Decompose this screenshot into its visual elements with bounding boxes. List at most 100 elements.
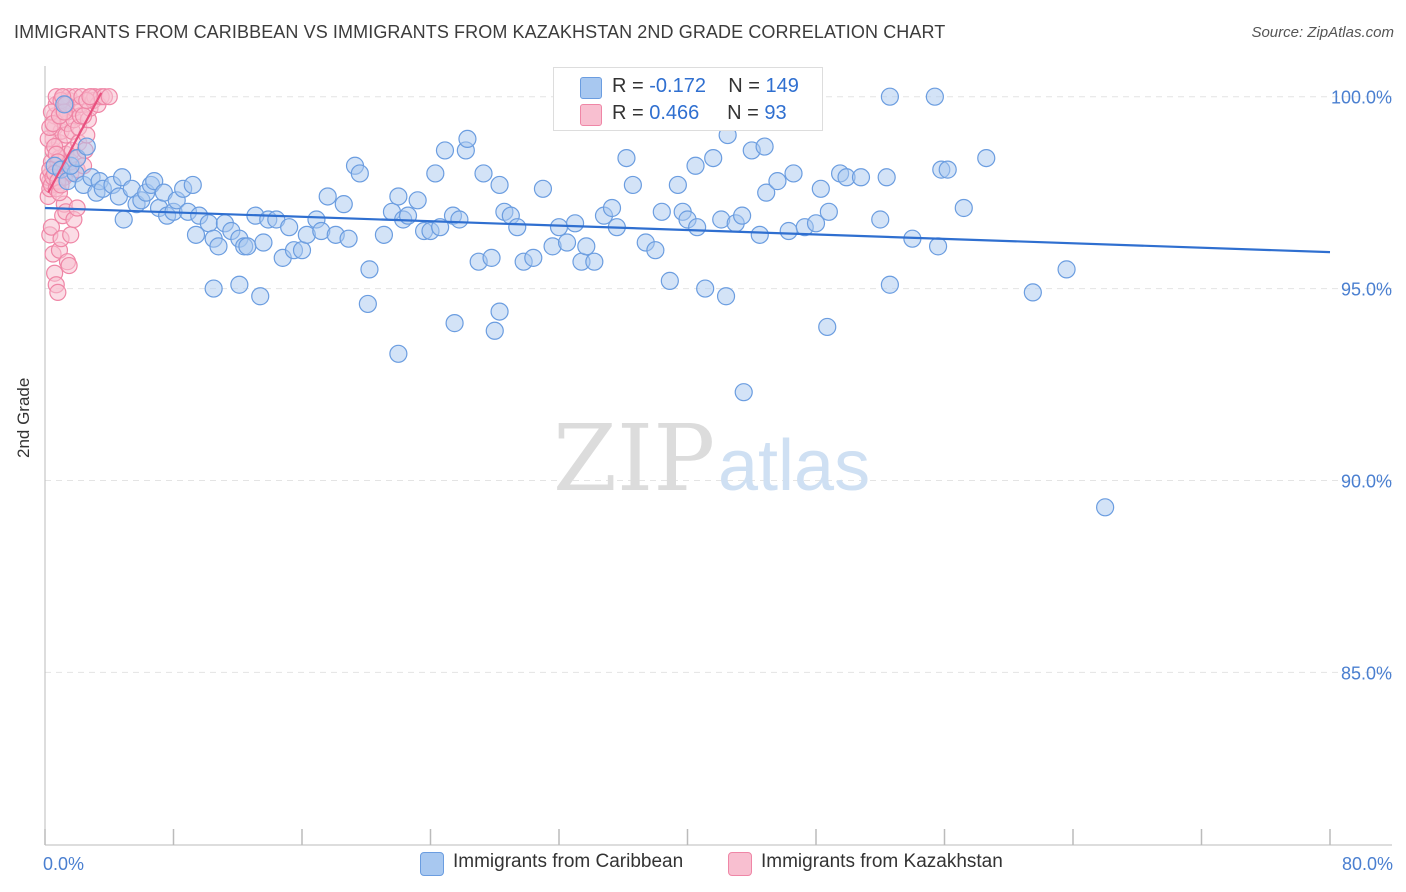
kazakhstan-point (49, 283, 67, 302)
caribbean-point (818, 317, 837, 337)
x-tick-label: 80.0% (1342, 854, 1393, 874)
caribbean-point (445, 314, 464, 333)
caribbean-point (254, 233, 273, 252)
y-tick-label: 85.0% (1341, 663, 1392, 683)
chart-title: IMMIGRANTS FROM CARIBBEAN VS IMMIGRANTS … (14, 22, 946, 42)
legend-r-label: R = (612, 102, 650, 124)
kazakhstan-point (100, 88, 118, 106)
caribbean-point (696, 279, 715, 298)
caribbean-point (77, 137, 96, 156)
caribbean-point (114, 210, 133, 229)
caribbean-point (668, 175, 687, 195)
x-tick-label: 0.0% (43, 854, 84, 874)
caribbean-point (704, 148, 723, 168)
caribbean-point (577, 237, 596, 256)
legend-n-label: N = (727, 102, 765, 124)
caribbean-point (623, 175, 642, 195)
caribbean-point (251, 287, 270, 306)
caribbean-point (350, 164, 369, 183)
caribbean-point (660, 271, 679, 290)
caribbean-point (585, 252, 604, 271)
watermark: ZIP atlas (553, 405, 870, 512)
caribbean-point (1057, 260, 1076, 279)
caribbean-point (716, 287, 736, 306)
legend-r-value: -0.172 (649, 75, 706, 97)
caribbean-point (474, 164, 493, 183)
caribbean-trend-line (44, 206, 1331, 254)
kazakhstan-trend-line (47, 92, 103, 194)
caribbean-point (928, 237, 948, 256)
caribbean-point (408, 191, 427, 210)
caribbean-point (819, 202, 838, 221)
caribbean-point (435, 141, 455, 160)
caribbean-point (334, 195, 353, 214)
caribbean-point (806, 214, 826, 233)
kazakhstan-point (62, 226, 80, 244)
caribbean-point (954, 198, 973, 218)
caribbean-swatch (580, 77, 602, 99)
caribbean-point (750, 225, 769, 244)
caribbean-point (779, 221, 798, 241)
watermark-zip: ZIP (553, 405, 715, 512)
y-tick-label: 90.0% (1341, 471, 1392, 491)
caribbean-point (646, 241, 665, 260)
caribbean-point (450, 210, 469, 229)
caribbean-point (1023, 283, 1042, 302)
caribbean-point (549, 218, 569, 237)
caribbean-point (431, 218, 450, 237)
caribbean-point (686, 156, 705, 175)
caribbean-point (490, 302, 509, 321)
caribbean-point (925, 87, 944, 106)
legend-n-value: 149 (765, 75, 799, 97)
legend-r-label: R = (612, 75, 650, 97)
caribbean-point (652, 202, 671, 221)
caribbean-point (280, 218, 299, 237)
caribbean-point (733, 206, 752, 225)
caribbean-point (482, 248, 501, 267)
caribbean-point (851, 168, 871, 187)
caribbean-point (524, 248, 543, 267)
caribbean-point (183, 175, 202, 195)
caribbean-point (358, 294, 377, 314)
caribbean-point (374, 225, 394, 244)
caribbean-point (292, 241, 312, 260)
correlation-legend: R = -0.172 N = 149 R = 0.466 N = 93 (553, 67, 823, 131)
caribbean-point (389, 344, 408, 363)
caribbean-point (977, 148, 996, 168)
caribbean-point (880, 87, 899, 106)
caribbean-point (757, 183, 776, 202)
caribbean-point (565, 214, 585, 233)
kazakhstan-point (42, 218, 61, 236)
legend-r-value: 0.466 (649, 102, 700, 124)
caribbean-point (199, 214, 218, 233)
caribbean-point (880, 275, 899, 294)
caribbean-point (204, 279, 223, 298)
caribbean-point (360, 260, 379, 279)
caribbean-point (238, 237, 257, 256)
kazakhstan-legend-label: Immigrants from Kazakhstan (761, 851, 1003, 872)
y-tick-label: 95.0% (1341, 280, 1392, 300)
caribbean-point (533, 179, 553, 198)
caribbean-point (602, 198, 622, 218)
watermark-atlas: atlas (718, 426, 870, 506)
caribbean-point (784, 164, 803, 183)
legend-n-value: 93 (764, 102, 787, 124)
caribbean-point (734, 383, 753, 402)
trend-lines (44, 92, 1331, 254)
caribbean-legend-label: Immigrants from Caribbean (453, 851, 684, 872)
y-tick-label: 100.0% (1331, 88, 1392, 108)
caribbean-point (389, 187, 408, 206)
caribbean-point (617, 148, 636, 168)
caribbean-point (871, 210, 890, 229)
caribbean-point (490, 175, 509, 195)
caribbean-point (458, 129, 477, 149)
caribbean-point (1096, 498, 1115, 517)
legend-n-label: N = (728, 75, 766, 97)
caribbean-point (557, 233, 577, 252)
caribbean-point (485, 321, 504, 340)
kazakhstan-swatch (580, 104, 602, 126)
caribbean-point (811, 179, 830, 198)
caribbean-point (209, 237, 228, 256)
caribbean-point (339, 229, 358, 248)
